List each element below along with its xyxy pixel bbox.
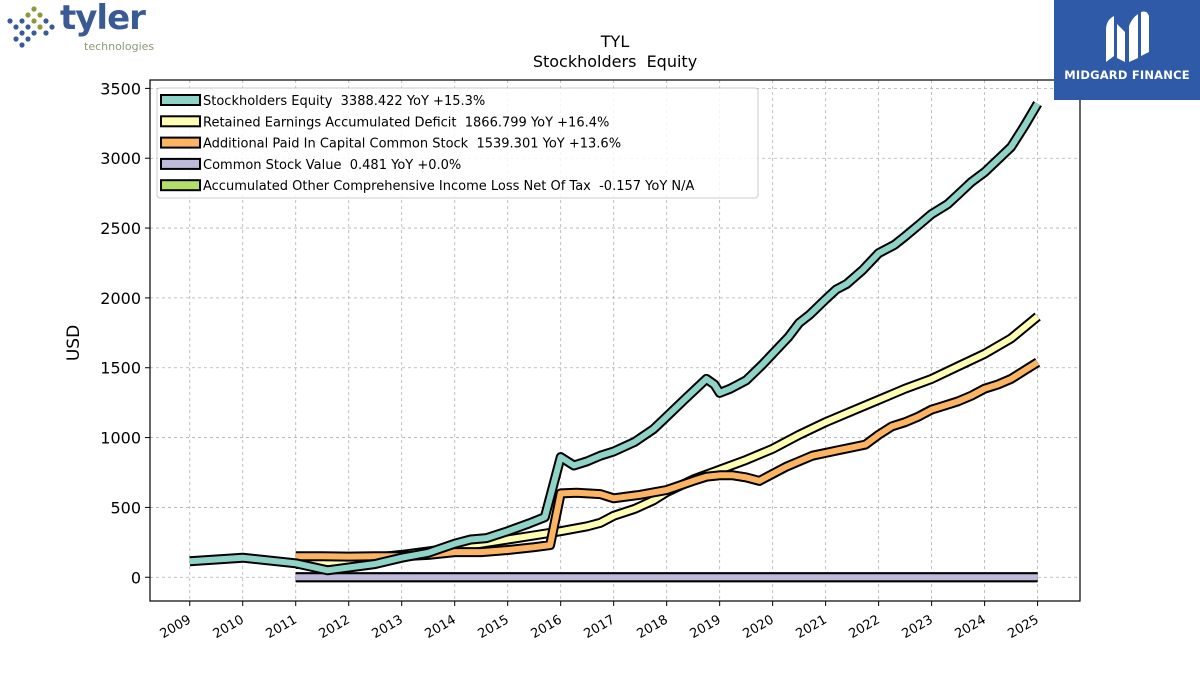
x-tick-label: 2010 <box>211 612 247 642</box>
x-tick-label: 2013 <box>370 612 406 642</box>
plot-area-frame <box>149 79 1081 602</box>
tyler-logo-word: tyler <box>60 0 146 38</box>
x-tick-label: 2016 <box>529 612 565 642</box>
legend-label: Additional Paid In Capital Common Stock … <box>203 137 621 152</box>
midgard-finance-logo: MIDGARD FINANCE <box>1054 0 1200 100</box>
legend-label: Stockholders Equity 3388.422 YoY +15.3% <box>203 94 485 109</box>
series-line-0 <box>189 101 1042 576</box>
x-tick-label: 2018 <box>635 612 671 642</box>
chart-title: TYL <box>600 32 630 51</box>
series-stroke <box>295 359 1040 560</box>
legend-swatch <box>160 94 201 106</box>
legend-label: Retained Earnings Accumulated Deficit 18… <box>203 115 609 130</box>
x-tick-label: 2023 <box>899 612 935 642</box>
tyler-technologies-logo: tyler technologies <box>4 0 155 53</box>
legend-label: Accumulated Other Comprehensive Income L… <box>203 179 694 194</box>
x-tick-label: 2015 <box>476 612 512 642</box>
y-tick-label: 2000 <box>100 289 141 308</box>
midgard-emblem-icon <box>1106 11 1149 62</box>
legend: Stockholders Equity 3388.422 YoY +15.3% R… <box>156 87 759 199</box>
x-tick-label: 2014 <box>423 612 459 642</box>
y-tick-label: 500 <box>110 498 141 517</box>
y-tick-label: 2500 <box>100 219 141 238</box>
series-lines <box>189 101 1042 583</box>
y-tick-label: 1000 <box>100 429 141 448</box>
tyler-dots-icon <box>7 6 55 48</box>
x-tick-label: 2020 <box>740 612 776 642</box>
x-tick-label: 2009 <box>158 612 194 642</box>
x-tick-label: 2011 <box>264 612 300 642</box>
x-tick-label: 2025 <box>1005 612 1041 642</box>
x-tick-label: 2022 <box>846 612 882 642</box>
y-tick-label: 0 <box>131 568 141 587</box>
y-axis-label: USD <box>64 325 84 361</box>
chart-subtitle: Stockholders Equity <box>533 52 697 71</box>
x-tick-label: 2024 <box>952 612 988 642</box>
legend-swatch <box>160 179 201 192</box>
legend-label: Common Stock Value 0.481 YoY +0.0% <box>203 158 461 173</box>
x-tick-label: 2017 <box>582 612 618 642</box>
series-line-2 <box>295 358 1041 562</box>
legend-swatch <box>160 115 201 128</box>
series-stroke <box>189 102 1041 574</box>
y-tick-label: 1500 <box>100 359 141 378</box>
y-tick-label: 3500 <box>100 79 141 98</box>
legend-swatch <box>160 157 201 170</box>
midgard-finance-text: MIDGARD FINANCE <box>1064 68 1190 82</box>
x-tick-label: 2021 <box>793 612 829 642</box>
legend-swatch <box>160 136 201 149</box>
legend-box <box>156 87 759 199</box>
x-tick-label: 2019 <box>687 612 723 642</box>
tyler-logo-subtitle: technologies <box>84 40 155 53</box>
x-tick-label: 2012 <box>317 612 353 642</box>
y-tick-label: 3000 <box>100 149 141 168</box>
